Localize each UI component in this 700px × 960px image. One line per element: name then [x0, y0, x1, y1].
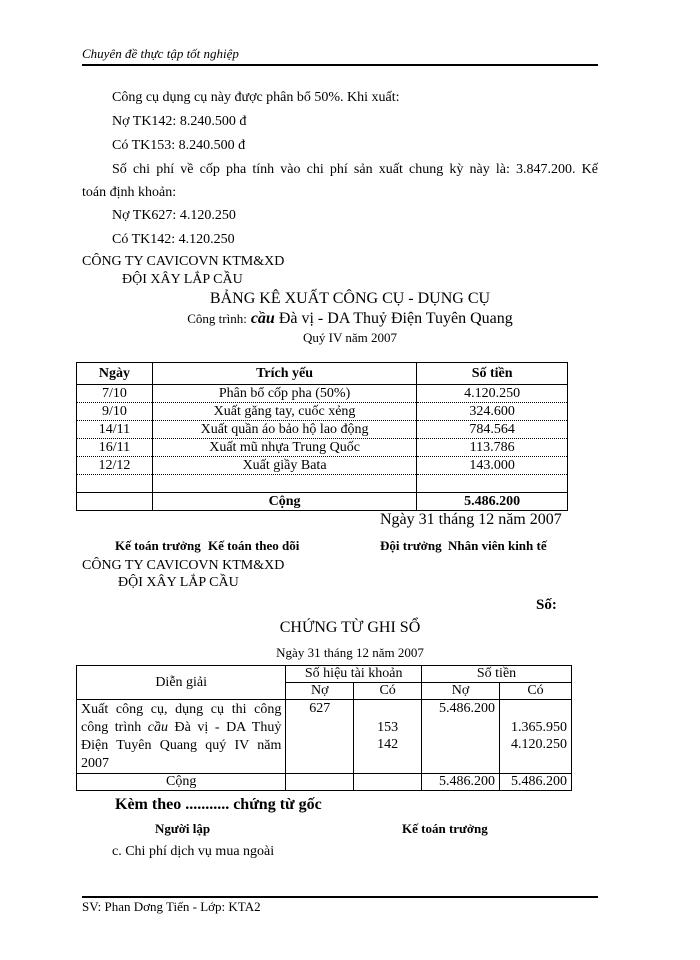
total-label: Cộng [151, 492, 418, 511]
cell [353, 773, 423, 791]
col-desc: Trích yếu [151, 362, 418, 385]
signature-chief-accountant: Kế toán trưởng [115, 538, 201, 553]
col-amount: Số tiền [421, 665, 572, 683]
project-italic: cầu [250, 310, 275, 327]
total-value: 5.486.200 [416, 492, 568, 511]
cell [151, 474, 418, 493]
intro-line: Nợ TK142: 8.240.500 đ [112, 114, 247, 129]
credit-amount: 4.120.250 [511, 737, 567, 752]
signature-preparer: Người lập [155, 821, 211, 836]
col-date: Ngày [76, 362, 153, 385]
credit-account: 153 [377, 720, 399, 735]
cell: 784.564 [416, 420, 568, 439]
intro-line: Nợ TK627: 4.120.250 [112, 208, 236, 223]
debit-account: 627 [285, 699, 355, 774]
voucher-title: CHỨNG TỪ GHI SỔ [279, 619, 421, 636]
signature-chief-accountant: Kế toán trưởng [402, 821, 488, 836]
table1-title: BẢNG KÊ XUẤT CÔNG CỤ - DỤNG CỤ [209, 290, 491, 307]
cell [416, 474, 568, 493]
total-debit: 5.486.200 [421, 773, 500, 791]
cell [285, 773, 355, 791]
intro-line: Công cụ dụng cụ này được phân bổ 50%. Kh… [112, 90, 400, 105]
col-debit-account: Nợ [285, 682, 355, 700]
cell: Xuất găng tay, cuốc xẻng [151, 402, 418, 421]
col-amount: Số tiền [416, 362, 568, 385]
voucher-number-label: Số: [536, 597, 557, 613]
cell [76, 474, 153, 493]
table-row: 16/11 Xuất mũ nhựa Trung Quốc 113.786 [76, 438, 568, 457]
table-header-row: Ngày Trích yếu Số tiền [76, 362, 568, 385]
project-name: Đà vị - DA Thuỷ Điện Tuyên Quang [278, 310, 513, 327]
table-row: 12/12 Xuất giầy Bata 143.000 [76, 456, 568, 475]
credit-accounts: 153 142 [353, 699, 423, 774]
total-label: Cộng [75, 773, 287, 791]
table-row: 14/11 Xuất quần áo bảo hộ lao động 784.564 [76, 420, 568, 439]
header-rule [82, 64, 598, 66]
desc-text: Đà vị - DA Thuỷ Điện Tuyên Quang quý IV … [81, 720, 282, 771]
intro-line: Có TK142: 4.120.250 [112, 232, 235, 247]
cell: Xuất mũ nhựa Trung Quốc [151, 438, 418, 457]
col-credit-account: Có [353, 682, 423, 700]
cell: 9/10 [76, 402, 153, 421]
project-label: Công trình: [187, 311, 247, 326]
intro-line: Có TK153: 8.240.500 đ [112, 138, 246, 153]
cell: 143.000 [416, 456, 568, 475]
cell: Xuất quần áo bảo hộ lao động [151, 420, 418, 439]
voucher-table: Diễn giải Số hiệu tài khoản Số tiền Nợ Có Nợ… [75, 665, 573, 791]
footer-rule [82, 896, 598, 898]
voucher-total-row: Cộng 5.486.200 5.486.200 [75, 773, 573, 791]
header-title: Chuyên đề thực tập tốt nghiệp [82, 46, 239, 61]
table-row: 9/10 Xuất găng tay, cuốc xẻng 324.600 [76, 402, 568, 421]
tool-issue-table: Ngày Trích yếu Số tiền 7/10 Phân bổ cốp pha… [76, 362, 568, 511]
attached-docs: Kèm theo ........... chứng từ gốc [115, 796, 322, 813]
company-unit: ĐỘI XÂY LẮP CẦU [118, 575, 239, 590]
debit-amount: 5.486.200 [421, 699, 500, 774]
intro-paragraph-cont: toán định khoản: [82, 185, 177, 200]
col-credit-amount: Có [498, 682, 573, 700]
desc-text: Xuất công cụ, dụng cụ thi công công trìn… [81, 702, 282, 735]
cell: 324.600 [416, 402, 568, 421]
col-description: Diễn giải [75, 665, 287, 700]
credit-amount: 1.365.950 [511, 720, 567, 735]
company-name: CÔNG TY CAVICOVN KTM&XD [82, 254, 285, 269]
intro-paragraph: Số chi phí về cốp pha tính vào chi phí s… [112, 162, 598, 177]
cell: Xuất giầy Bata [151, 456, 418, 475]
table-row: 7/10 Phân bổ cốp pha (50%) 4.120.250 [76, 384, 568, 403]
voucher-description: Xuất công cụ, dụng cụ thi công công trìn… [75, 699, 287, 774]
table-row-empty [76, 474, 568, 493]
next-section-heading: c. Chi phí dịch vụ mua ngoài [112, 844, 275, 859]
signature-team-leader: Đội trưởng [380, 538, 442, 553]
col-debit-amount: Nợ [421, 682, 500, 700]
signature-accountant: Kế toán theo dõi [208, 538, 300, 553]
cell: 113.786 [416, 438, 568, 457]
voucher-row: Xuất công cụ, dụng cụ thi công công trìn… [75, 699, 573, 774]
company-name: CÔNG TY CAVICOVN KTM&XD [82, 558, 285, 573]
credit-amounts: 1.365.950 4.120.250 [498, 699, 573, 774]
table1-period: Quý IV năm 2007 [302, 330, 397, 345]
desc-italic: cầu [147, 720, 168, 735]
credit-account: 142 [377, 737, 399, 752]
cell: Phân bổ cốp pha (50%) [151, 384, 418, 403]
cell [76, 492, 153, 511]
cell: 16/11 [76, 438, 153, 457]
voucher-header-row: Diễn giải Số hiệu tài khoản Số tiền [75, 665, 572, 700]
table-total-row: Cộng 5.486.200 [76, 492, 568, 511]
cell: 7/10 [76, 384, 153, 403]
table1-date: Ngày 31 tháng 12 năm 2007 [380, 511, 562, 528]
cell: 12/12 [76, 456, 153, 475]
cell: 4.120.250 [416, 384, 568, 403]
cell: 14/11 [76, 420, 153, 439]
footer-text: SV: Phan Dơng Tiến - Lớp: KTA2 [82, 899, 261, 914]
voucher-date: Ngày 31 tháng 12 năm 2007 [276, 645, 424, 660]
signature-economist: Nhân viên kinh tế [448, 538, 547, 553]
company-unit: ĐỘI XÂY LẮP CẦU [122, 272, 243, 287]
total-credit: 5.486.200 [498, 773, 573, 791]
table1-project: Công trình: cầu Đà vị - DA Thuỷ Điện Tuy… [0, 310, 700, 328]
col-account: Số hiệu tài khoản [285, 665, 423, 683]
